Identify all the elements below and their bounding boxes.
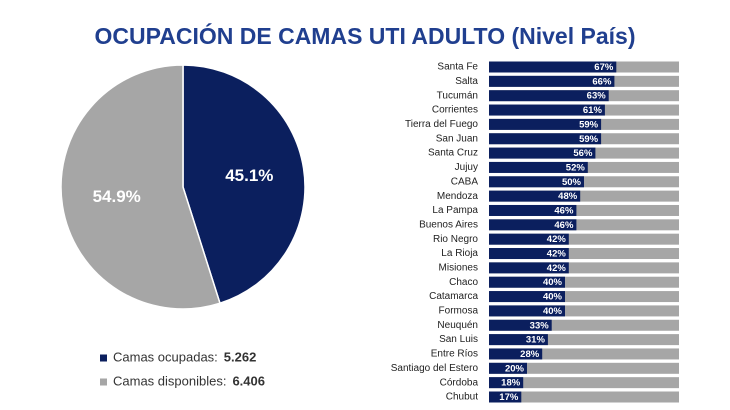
legend-swatch <box>100 354 107 362</box>
bar-track <box>489 334 679 346</box>
y-tick-label: San Luis <box>439 334 478 345</box>
bar <box>489 348 543 360</box>
bar <box>489 319 552 331</box>
value-label: 46% <box>554 205 574 216</box>
value-label: 59% <box>579 119 599 130</box>
y-tick-label: Mendoza <box>437 191 479 202</box>
pie-slice <box>60 64 221 310</box>
y-tick-label: Neuquén <box>437 320 478 331</box>
bar <box>489 190 581 202</box>
y-tick-label: Santa Fe <box>437 62 478 73</box>
bar-track <box>489 291 679 303</box>
bar <box>489 334 548 346</box>
value-label: 33% <box>530 320 550 331</box>
legend-count: 6.406 <box>232 373 265 388</box>
value-label: 63% <box>587 91 607 102</box>
y-tick-label: Chaco <box>449 277 478 288</box>
bar <box>489 219 577 231</box>
y-tick-label: La Pampa <box>432 205 478 216</box>
y-tick-label: Chubut <box>446 392 478 403</box>
bar <box>489 104 605 116</box>
value-label: 18% <box>501 378 521 389</box>
value-label: 52% <box>566 162 586 173</box>
slice-label: 54.9% <box>93 187 141 206</box>
bar <box>489 147 596 159</box>
value-label: 66% <box>592 76 612 87</box>
value-label: 56% <box>573 148 593 159</box>
value-label: 61% <box>583 105 603 116</box>
legend-label: Camas disponibles: <box>113 373 226 388</box>
y-tick-label: Catamarca <box>429 291 478 302</box>
bar-track <box>489 276 679 288</box>
value-label: 42% <box>547 249 567 260</box>
bar-track <box>489 391 679 403</box>
bar-track <box>489 362 679 374</box>
value-label: 40% <box>543 277 563 288</box>
y-tick-label: San Juan <box>436 133 478 144</box>
bar <box>489 291 565 303</box>
legend-swatch <box>100 378 107 386</box>
bar-track <box>489 233 679 245</box>
bar-track <box>489 377 679 389</box>
pie-slice <box>182 64 306 305</box>
bar <box>489 118 602 130</box>
bar <box>489 276 565 288</box>
bar-track <box>489 204 679 216</box>
bar-track <box>489 305 679 317</box>
bar <box>489 204 577 216</box>
bar <box>489 90 609 102</box>
value-label: 40% <box>543 306 563 317</box>
value-label: 31% <box>526 335 546 346</box>
bar <box>489 133 602 145</box>
bar-track <box>489 262 679 274</box>
value-label: 50% <box>562 177 582 188</box>
bar <box>489 362 527 374</box>
legend-label: Camas ocupadas: <box>113 349 218 364</box>
y-tick-label: La Rioja <box>441 248 478 259</box>
y-tick-label: Formosa <box>439 306 479 317</box>
y-tick-label: Corrientes <box>432 105 478 116</box>
y-tick-label: CABA <box>451 176 479 187</box>
bar <box>489 61 617 73</box>
bar <box>489 176 584 188</box>
y-tick-label: Rio Negro <box>433 234 478 245</box>
value-label: 59% <box>579 134 599 145</box>
bar <box>489 391 522 403</box>
y-tick-label: Tucumán <box>437 90 478 101</box>
value-label: 42% <box>547 263 567 274</box>
y-tick-label: Misiones <box>439 263 478 274</box>
bar <box>489 262 569 274</box>
y-tick-label: Santiago del Estero <box>391 363 479 374</box>
value-label: 40% <box>543 292 563 303</box>
bar-track <box>489 190 679 202</box>
bar-track <box>489 348 679 360</box>
value-label: 28% <box>520 349 540 360</box>
y-tick-label: Tierra del Fuego <box>405 119 478 130</box>
bar-track <box>489 319 679 331</box>
y-tick-label: Santa Cruz <box>428 148 478 159</box>
y-tick-label: Entre Ríos <box>431 349 478 360</box>
y-tick-label: Jujuy <box>455 162 478 173</box>
value-label: 46% <box>554 220 574 231</box>
value-label: 42% <box>547 234 567 245</box>
value-label: 48% <box>558 191 578 202</box>
bar <box>489 161 588 173</box>
bar <box>489 233 569 245</box>
bar-track <box>489 248 679 260</box>
y-tick-label: Córdoba <box>440 377 479 388</box>
legend-count: 5.262 <box>224 349 257 364</box>
bar <box>489 305 565 317</box>
value-label: 67% <box>594 62 614 73</box>
slice-label: 45.1% <box>225 166 273 185</box>
y-tick-label: Salta <box>455 76 478 87</box>
value-label: 20% <box>505 363 525 374</box>
bar <box>489 75 615 87</box>
bar <box>489 248 569 260</box>
value-label: 17% <box>499 392 519 403</box>
bar <box>489 377 524 389</box>
y-tick-label: Buenos Aires <box>419 219 478 230</box>
chart-title: OCUPACIÓN DE CAMAS UTI ADULTO (Nivel Paí… <box>95 22 636 49</box>
bar-track <box>489 219 679 231</box>
